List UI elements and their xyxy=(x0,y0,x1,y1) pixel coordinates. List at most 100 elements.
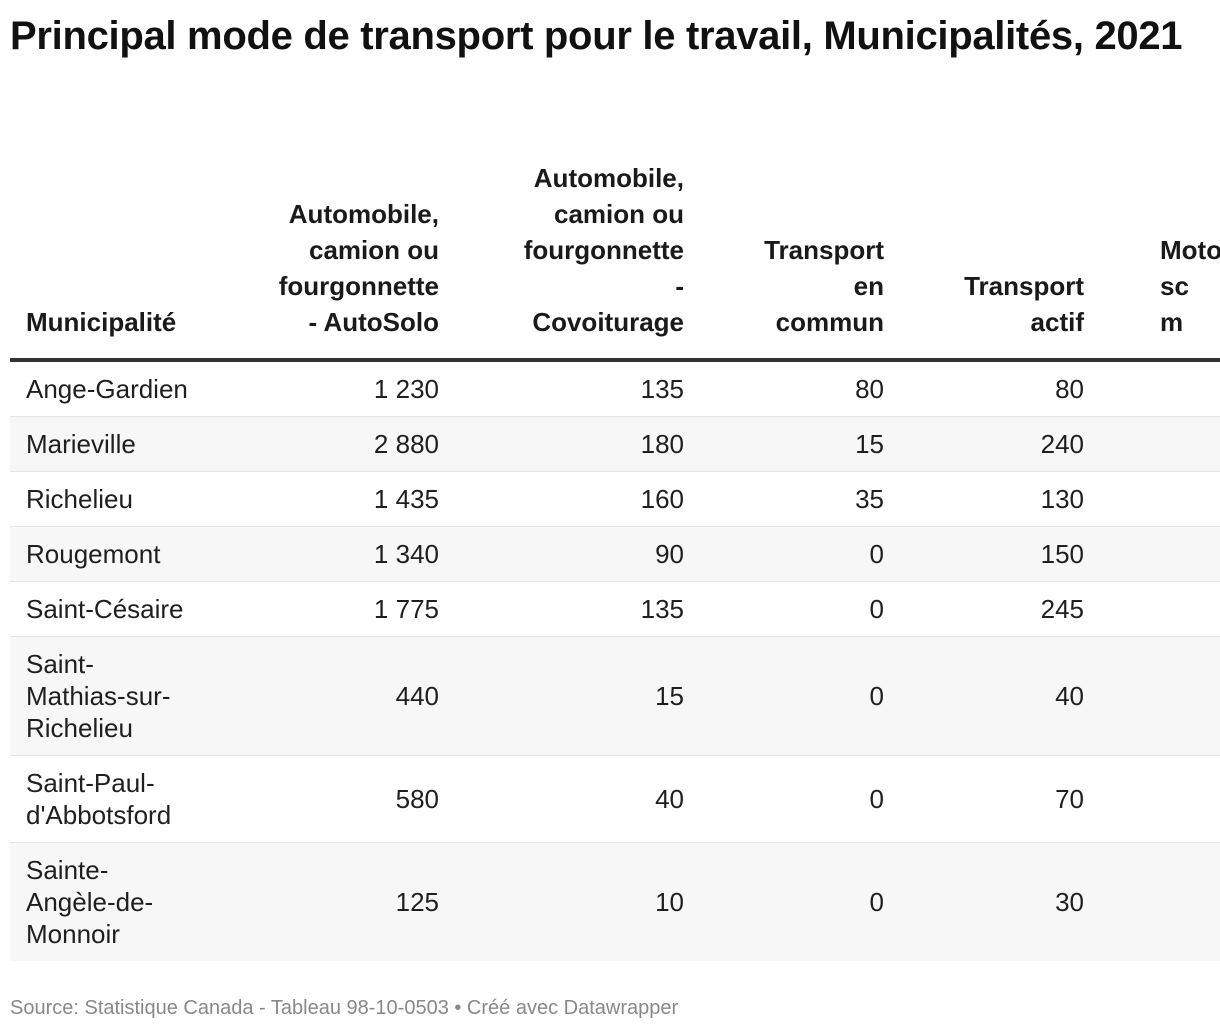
moto-value xyxy=(1100,755,1220,843)
header-line: camion ou xyxy=(553,199,684,229)
autosolo-value: 580 xyxy=(210,755,455,843)
header-line: Transport xyxy=(764,235,884,265)
autosolo-value: 125 xyxy=(210,842,455,961)
column-header-covoiturage: Automobile, camion ou fourgonnette - Covoitu… xyxy=(455,160,700,362)
transport-commun-value: 0 xyxy=(700,636,900,756)
transport-actif-value: 30 xyxy=(900,842,1100,961)
header-line: Transport xyxy=(964,271,1084,301)
municipality-name-line: Rougemont xyxy=(26,539,161,569)
covoiturage-value: 160 xyxy=(455,471,700,527)
covoiturage-value: 90 xyxy=(455,526,700,582)
municipality-name-line: d'Abbotsford xyxy=(26,800,172,830)
autosolo-value: 1 340 xyxy=(210,526,455,582)
transport-actif-value: 150 xyxy=(900,526,1100,582)
moto-value xyxy=(1100,360,1220,417)
municipality-name: Saint-Césaire xyxy=(10,581,210,637)
table-row: Saint-Paul-d'Abbotsford 580 40 0 70 xyxy=(10,755,1220,843)
header-line: camion ou xyxy=(308,235,439,265)
header-line: Municipalité xyxy=(26,307,177,337)
municipality-name: Ange-Gardien xyxy=(10,360,210,417)
municipality-name-line: Marieville xyxy=(26,429,136,459)
chart-title: Principal mode de transport pour le trav… xyxy=(10,14,1183,58)
column-header-transport-actif: Transport actif xyxy=(900,160,1100,362)
covoiturage-value: 40 xyxy=(455,755,700,843)
autosolo-value: 1 775 xyxy=(210,581,455,637)
transport-commun-value: 80 xyxy=(700,360,900,417)
table-row: Sainte- Angèle-de- Monnoir 125 10 0 30 xyxy=(10,842,1220,961)
transport-actif-value: 40 xyxy=(900,636,1100,756)
table-row: Ange-Gardien 1 230 135 80 80 xyxy=(10,360,1220,417)
municipality-name-line: Sainte- xyxy=(26,855,109,885)
header-line: actif xyxy=(1030,307,1084,337)
column-header-municipalite: Municipalité xyxy=(10,160,210,362)
moto-value xyxy=(1100,636,1220,756)
municipality-name-line: Monnoir xyxy=(26,919,120,949)
municipality-name-line: Mathias-sur- xyxy=(26,681,171,711)
municipality-name-line: Richelieu xyxy=(26,484,133,514)
header-row: Municipalité Automobile, camion ou fourgonn… xyxy=(10,160,1220,362)
table-row: Richelieu 1 435 160 35 130 xyxy=(10,471,1220,527)
header-line: Automobile, xyxy=(533,163,684,193)
column-header-transport-commun: Transport en commun xyxy=(700,160,900,362)
header-line: - xyxy=(675,271,684,301)
municipality-name: Sainte- Angèle-de- Monnoir xyxy=(10,842,210,961)
column-header-autosolo: Automobile, camion ou fourgonnette - AutoSo… xyxy=(210,160,455,362)
covoiturage-value: 10 xyxy=(455,842,700,961)
transport-commun-value: 0 xyxy=(700,581,900,637)
moto-value xyxy=(1100,526,1220,582)
source-note: Source: Statistique Canada - Tableau 98-… xyxy=(10,997,679,1019)
municipality-name-line: Saint- xyxy=(26,649,94,679)
municipality-name-line: Saint-Paul- xyxy=(26,768,155,798)
municipality-name: Richelieu xyxy=(10,471,210,527)
covoiturage-value: 135 xyxy=(455,581,700,637)
transport-commun-value: 0 xyxy=(700,755,900,843)
table-row: Saint-Césaire 1 775 135 0 245 xyxy=(10,581,1220,637)
transport-actif-value: 80 xyxy=(900,360,1100,417)
moto-value xyxy=(1100,471,1220,527)
header-line: Moto xyxy=(1160,235,1220,265)
table-body: Ange-Gardien 1 230 135 80 80 Marieville 2 880 1… xyxy=(10,360,1220,961)
autosolo-value: 2 880 xyxy=(210,416,455,472)
transport-actif-value: 130 xyxy=(900,471,1100,527)
header-line: en xyxy=(853,271,884,301)
municipality-name: Saint-Paul-d'Abbotsford xyxy=(10,755,210,843)
autosolo-value: 440 xyxy=(210,636,455,756)
municipality-name-line: Angèle-de- xyxy=(26,887,154,917)
header-line: m xyxy=(1160,307,1184,337)
header-line: fourgonnette xyxy=(523,235,684,265)
municipality-name: Saint- Mathias-sur- Richelieu xyxy=(10,636,210,756)
table-row: Saint- Mathias-sur- Richelieu 440 15 0 40 xyxy=(10,636,1220,756)
municipality-name: Rougemont xyxy=(10,526,210,582)
autosolo-value: 1 230 xyxy=(210,360,455,417)
transport-commun-value: 0 xyxy=(700,526,900,582)
autosolo-value: 1 435 xyxy=(210,471,455,527)
header-line: sc xyxy=(1160,271,1189,301)
transport-actif-value: 245 xyxy=(900,581,1100,637)
transport-actif-value: 70 xyxy=(900,755,1100,843)
municipality-name-line: Ange-Gardien xyxy=(26,374,188,404)
transport-commun-value: 35 xyxy=(700,471,900,527)
header-line: fourgonnette xyxy=(278,271,439,301)
municipality-name: Marieville xyxy=(10,416,210,472)
covoiturage-value: 180 xyxy=(455,416,700,472)
covoiturage-value: 15 xyxy=(455,636,700,756)
table-row: Rougemont 1 340 90 0 150 xyxy=(10,526,1220,582)
header-line: commun xyxy=(775,307,884,337)
municipality-name-line: Richelieu xyxy=(26,713,133,743)
transport-commun-value: 0 xyxy=(700,842,900,961)
data-table: Municipalité Automobile, camion ou fourgonn… xyxy=(10,160,1220,961)
municipality-name-line: Saint-Césaire xyxy=(26,594,184,624)
table-container: Municipalité Automobile, camion ou fourgonn… xyxy=(10,160,1220,961)
header-line: - AutoSolo xyxy=(308,307,439,337)
header-line: Automobile, xyxy=(288,199,439,229)
transport-actif-value: 240 xyxy=(900,416,1100,472)
moto-value xyxy=(1100,581,1220,637)
table-row: Marieville 2 880 180 15 240 xyxy=(10,416,1220,472)
covoiturage-value: 135 xyxy=(455,360,700,417)
header-line: Covoiturage xyxy=(532,307,684,337)
moto-value xyxy=(1100,416,1220,472)
column-header-moto: Moto sc m xyxy=(1100,160,1220,362)
moto-value xyxy=(1100,842,1220,961)
transport-commun-value: 15 xyxy=(700,416,900,472)
